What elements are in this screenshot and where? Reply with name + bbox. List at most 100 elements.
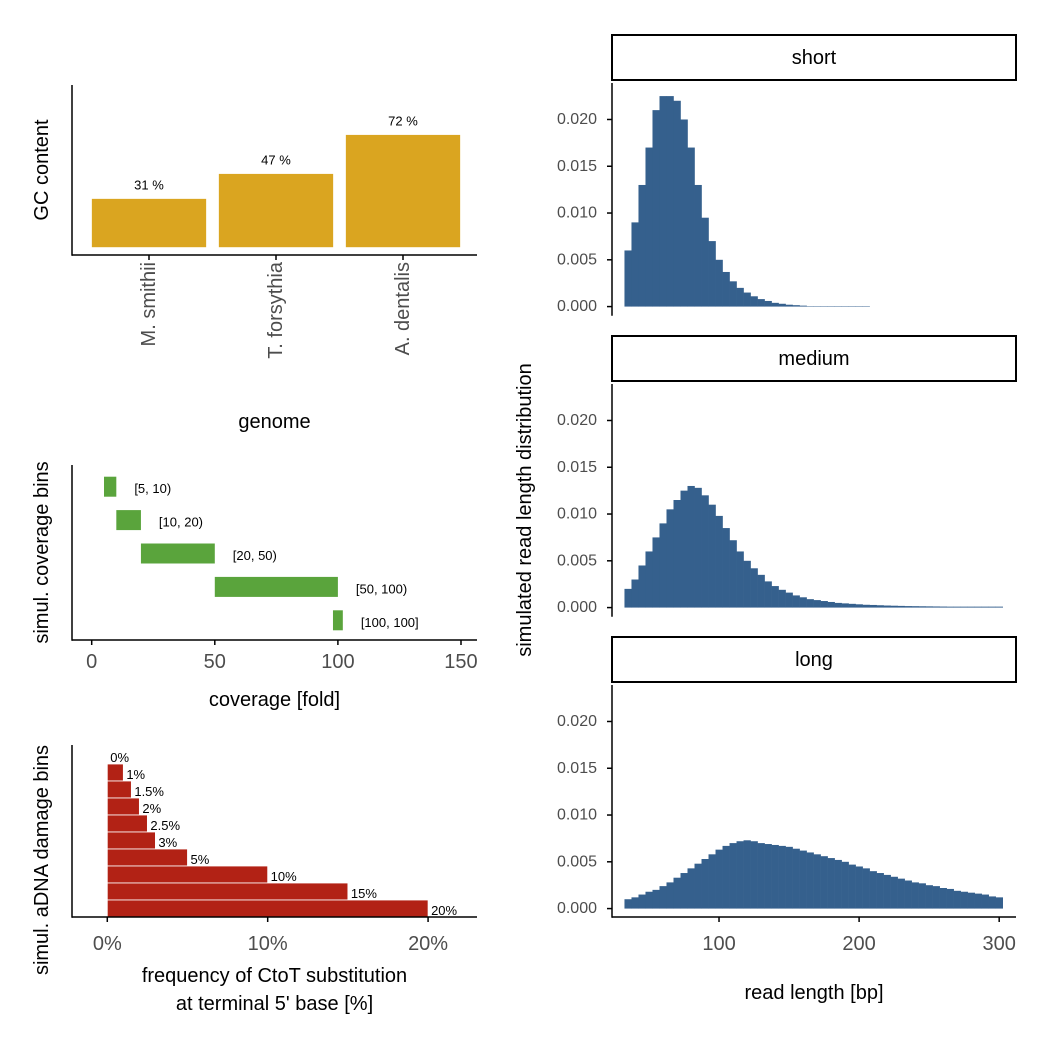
value-label: 72 % [388,113,418,128]
histogram-bar [981,606,989,608]
y-tick-label: 0.020 [557,412,597,429]
histogram-bar [743,840,751,909]
y-tick-label: 0.015 [557,760,597,777]
facet-strip [611,34,1017,81]
histogram-bar [792,848,800,909]
value-label: 15% [351,886,377,901]
histogram-bar [939,888,947,909]
histogram-bar [911,606,919,608]
bar [106,814,148,833]
y-axis-title: GC content [31,119,53,221]
y-tick-label: 0.020 [557,111,597,128]
histogram-bar [666,96,674,307]
histogram-bar [694,863,702,909]
x-tick-label: 50 [204,651,226,673]
histogram-bar [680,873,688,909]
histogram-bar [932,606,940,608]
histogram-bar [701,495,709,608]
histogram-bar [841,603,849,608]
histogram-bar [743,292,751,307]
x-axis-title: at terminal 5' base [%] [176,993,373,1015]
histogram-bar [883,874,891,909]
histogram-bar [764,300,772,307]
histogram-bar [820,601,828,608]
histogram-bar [708,504,716,608]
bin-label: [20, 50) [233,548,277,563]
x-tick-label: 200 [842,933,875,955]
histogram-bar [757,299,765,307]
histogram-bar [995,897,1003,909]
histogram-bar [722,528,730,608]
facet-strip [611,335,1017,382]
histogram-bar [974,893,982,909]
value-label: 20% [431,903,457,918]
histogram-bar [750,841,758,909]
histogram-bar [722,845,730,909]
histogram-bar [757,574,765,608]
histogram-bar [911,882,919,909]
histogram-bar [764,581,772,608]
histogram-bar [687,147,695,307]
histogram-bar [855,604,863,608]
histogram-bar [918,883,926,909]
histogram-bar [806,599,814,608]
histogram-bar [687,868,695,909]
histogram-bar [659,96,667,307]
histogram-bar [652,537,660,608]
histogram-bar [988,896,996,909]
histogram-bar [897,605,905,608]
x-tick-label: 0 [86,651,97,673]
y-tick-label: 0.000 [557,599,597,616]
x-tick-label: 10% [248,933,288,955]
histogram-bar [778,303,786,307]
value-label: 1% [126,767,145,782]
histogram-bar [666,882,674,909]
y-tick-label: 0.000 [557,900,597,917]
histogram-bar [813,600,821,608]
histogram-bar [939,606,947,608]
histogram-bar [960,891,968,909]
histogram-bar [736,287,744,307]
value-label: 2.5% [150,818,180,833]
x-tick-label: 0% [93,933,122,955]
histogram-bar [659,886,667,909]
value-label: 31 % [134,177,164,192]
x-tick-label: 20% [408,933,448,955]
bin-label: [10, 20) [159,515,203,530]
histogram-bar [869,871,877,909]
histogram-bar [918,606,926,608]
histogram-bar [729,843,737,909]
x-axis-title: genome [238,411,310,433]
histogram-bar [995,606,1003,608]
histogram-bar [988,606,996,608]
x-tick-label: 300 [983,933,1016,955]
value-label: 47 % [261,152,291,167]
bar [106,882,349,901]
histogram-bar [904,606,912,608]
bar [106,899,429,918]
histogram-bar [785,304,793,307]
histogram-bar [785,846,793,909]
y-tick-label: 0.005 [557,552,597,569]
y-tick-label: 0.010 [557,205,597,222]
histogram-bar [778,589,786,608]
histogram-bar [645,551,653,608]
x-axis-title: coverage [fold] [209,689,340,711]
histogram-bar [799,597,807,608]
histogram-bar [960,606,968,608]
facet-strip [611,636,1017,683]
bar [106,831,156,850]
histogram-bar [631,222,639,307]
histogram-bar [757,843,765,909]
value-label: 3% [158,835,177,850]
histogram-bar [904,880,912,909]
histogram-bar [820,856,828,909]
histogram-bar [624,899,632,909]
histogram-bar [701,859,709,909]
histogram-bar [890,605,898,608]
value-label: 2% [142,801,161,816]
bar [218,173,334,248]
histogram-bar [792,595,800,608]
y-tick-label: 0.010 [557,807,597,824]
